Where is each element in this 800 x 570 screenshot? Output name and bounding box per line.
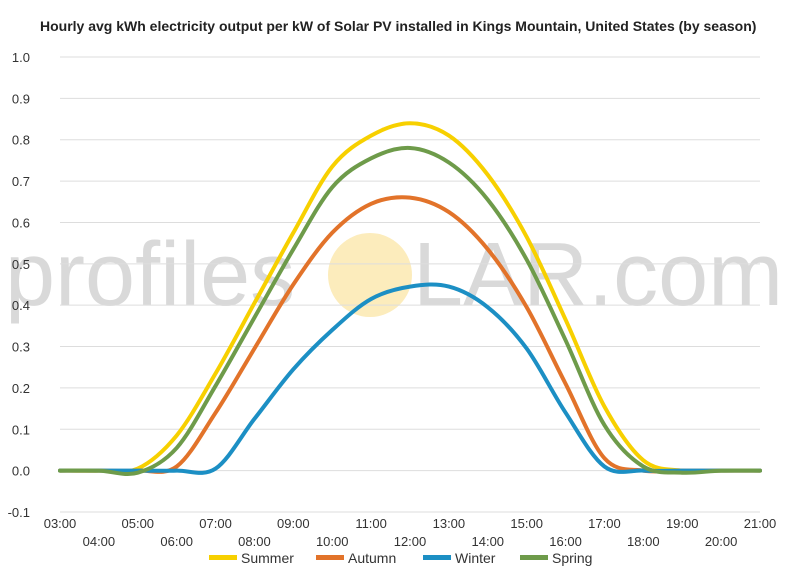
y-tick-label: 0.9	[12, 91, 30, 106]
x-tick-label: 16:00	[549, 534, 582, 549]
x-tick-label: 12:00	[394, 534, 427, 549]
x-tick-label: 13:00	[433, 516, 466, 531]
y-tick-label: 0.2	[12, 381, 30, 396]
x-tick-label: 08:00	[238, 534, 271, 549]
x-tick-label: 18:00	[627, 534, 660, 549]
y-tick-label: 0.3	[12, 340, 30, 355]
x-tick-label: 10:00	[316, 534, 349, 549]
x-tick-label: 05:00	[122, 516, 155, 531]
legend-label-summer: Summer	[241, 550, 294, 566]
y-tick-label: 0.1	[12, 422, 30, 437]
legend-swatch-winter	[423, 555, 451, 560]
x-tick-label: 19:00	[666, 516, 699, 531]
y-tick-label: 0.8	[12, 133, 30, 148]
x-tick-label: 07:00	[199, 516, 232, 531]
legend-label-autumn: Autumn	[348, 550, 396, 566]
y-tick-label: 0.7	[12, 174, 30, 189]
x-tick-label: 03:00	[44, 516, 77, 531]
x-tick-label: 20:00	[705, 534, 738, 549]
series-line-spring	[58, 145, 762, 477]
watermark-sun-icon	[328, 233, 412, 317]
legend-swatch-spring	[520, 555, 548, 560]
legend-swatch-summer	[209, 555, 237, 560]
series-line-winter	[58, 282, 762, 475]
x-tick-label: 17:00	[588, 516, 621, 531]
y-tick-label: 0.5	[12, 257, 30, 272]
x-tick-label: 04:00	[83, 534, 116, 549]
legend-label-winter: Winter	[455, 550, 496, 566]
y-tick-label: 0.0	[12, 464, 30, 479]
watermark-text-left: profiles	[5, 225, 295, 325]
y-tick-label: 0.6	[12, 215, 30, 230]
y-tick-label: -0.1	[8, 505, 30, 520]
x-tick-label: 11:00	[355, 516, 387, 531]
legend-label-spring: Spring	[552, 550, 592, 566]
watermark-text-right: LAR.com	[413, 225, 783, 325]
x-tick-label: 21:00	[744, 516, 777, 531]
y-tick-label: 0.4	[12, 298, 30, 313]
x-tick-label: 09:00	[277, 516, 310, 531]
chart-title: Hourly avg kWh electricity output per kW…	[40, 18, 757, 34]
y-tick-label: 1.0	[12, 50, 30, 65]
x-tick-label: 14:00	[472, 534, 505, 549]
legend-swatch-autumn	[316, 555, 344, 560]
x-tick-label: 06:00	[160, 534, 193, 549]
series-line-summer	[58, 121, 762, 474]
x-tick-label: 15:00	[510, 516, 543, 531]
